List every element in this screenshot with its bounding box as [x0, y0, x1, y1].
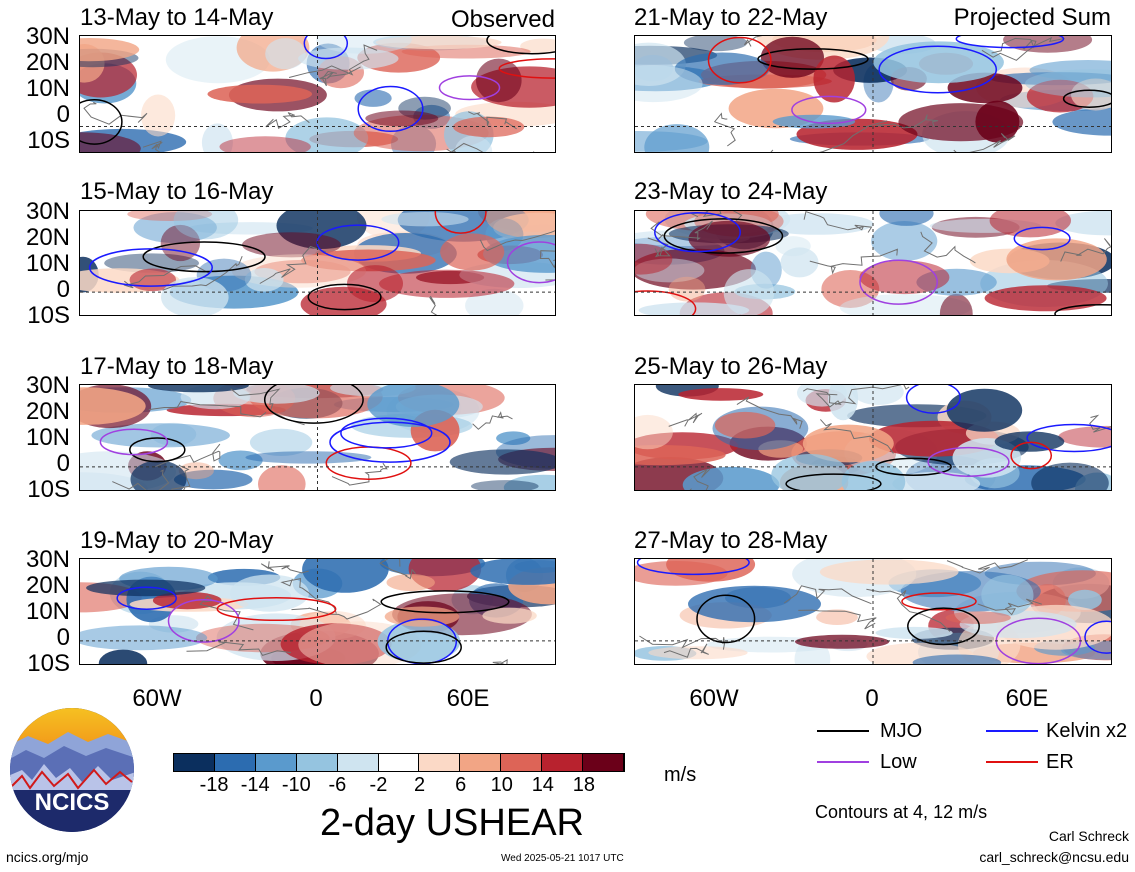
- legend-line-kelvin: [986, 730, 1038, 732]
- lon-label-60w-left: 60W: [132, 685, 182, 712]
- lat-label: 10S: [27, 302, 70, 329]
- panel-title-left-1: 13-May to 14-May: [80, 4, 274, 31]
- lat-label: 0: [56, 624, 70, 651]
- panel-title-right-3: 25-May to 26-May: [634, 353, 828, 380]
- map-field: [635, 211, 1111, 315]
- lat-label: 30N: [25, 198, 70, 225]
- lat-label: 20N: [25, 49, 70, 76]
- panel-title-left-2: 15-May to 16-May: [80, 178, 274, 205]
- footer-author: Carl Schreck: [1048, 828, 1129, 844]
- colorbar-tick-label: 18: [572, 774, 596, 796]
- panel-title-left-4: 19-May to 20-May: [80, 527, 274, 554]
- lat-label: 10S: [27, 650, 70, 677]
- colorbar-tick-label: 10: [490, 774, 513, 796]
- map-panel-right-4: [634, 558, 1112, 665]
- map-field: [80, 36, 555, 152]
- colorbar-swatch: [174, 754, 215, 771]
- lat-label: 0: [56, 450, 70, 477]
- lat-label: 30N: [25, 372, 70, 399]
- footer-email[interactable]: carl_schreck@ncsu.edu: [979, 849, 1129, 865]
- map-panel-left-4: [79, 558, 556, 665]
- legend-label-er: ER: [1046, 751, 1074, 773]
- map-panel-right-1: [634, 35, 1112, 153]
- legend-label-low: Low: [880, 751, 917, 773]
- lat-label: 20N: [25, 572, 70, 599]
- colorbar-swatch: [419, 754, 461, 771]
- legend-label-kelvin: Kelvin x2: [1046, 720, 1128, 742]
- map-panel-left-2: [79, 210, 556, 316]
- lat-label: 10N: [25, 598, 70, 625]
- lat-label: 10S: [27, 127, 70, 154]
- colorbar-tick-label: 14: [531, 774, 554, 796]
- panel-title-right-4: 27-May to 28-May: [634, 527, 828, 554]
- lat-label: 0: [56, 101, 70, 128]
- colorbar-swatch: [214, 754, 256, 771]
- map-field: [80, 385, 555, 490]
- colorbar-swatch: [583, 754, 624, 771]
- colorbar-swatch: [501, 754, 543, 771]
- colorbar-tick-label: -2: [369, 774, 388, 796]
- colorbar-swatch: [337, 754, 379, 771]
- lon-label-0-left: 0: [309, 685, 323, 712]
- lat-label: 10S: [27, 476, 70, 503]
- chart-title: 2-day USHEAR: [320, 802, 584, 844]
- lat-label: 30N: [25, 23, 70, 50]
- map-field: [635, 36, 1111, 152]
- map-panel-right-2: [634, 210, 1112, 316]
- observed-label: Observed: [450, 6, 555, 33]
- colorbar-swatch: [255, 754, 297, 771]
- contours-note: Contours at 4, 12 m/s: [815, 802, 988, 822]
- colorbar-tick-label: -14: [240, 774, 270, 796]
- lon-label-60e-left: 60E: [446, 685, 490, 712]
- map-panel-left-1: [79, 35, 556, 153]
- map-field: [80, 559, 555, 664]
- legend-line-er: [986, 761, 1038, 763]
- colorbar-tick-label: -6: [328, 774, 347, 796]
- colorbar-tick-label: 6: [455, 774, 467, 796]
- colorbar-tick-label: 2: [413, 774, 426, 796]
- lon-label-60w-right: 60W: [689, 685, 739, 712]
- lat-label: 20N: [25, 398, 70, 425]
- lat-label: 10N: [25, 75, 70, 102]
- legend-line-mjo: [817, 730, 869, 732]
- lat-label: 10N: [25, 250, 70, 277]
- ncics-logo: NCICS: [8, 706, 136, 834]
- map-field: [635, 385, 1111, 490]
- lon-label-0-right: 0: [865, 685, 879, 712]
- colorbar-units: m/s: [664, 764, 697, 786]
- legend-label-mjo: MJO: [880, 720, 923, 742]
- lat-label: 10N: [25, 424, 70, 451]
- panel-title-right-2: 23-May to 24-May: [634, 178, 828, 205]
- panel-title-right-1: 21-May to 22-May: [634, 4, 828, 31]
- footer-url[interactable]: ncics.org/mjo: [6, 849, 89, 865]
- lat-label: 20N: [25, 224, 70, 251]
- colorbar-swatch: [296, 754, 338, 771]
- colorbar-tick-label: -10: [281, 774, 311, 796]
- colorbar-swatch: [378, 754, 420, 771]
- panel-title-left-3: 17-May to 18-May: [80, 353, 274, 380]
- lon-label-60e-right: 60E: [1005, 685, 1049, 712]
- colorbar-swatch: [542, 754, 584, 771]
- colorbar-tick-label: -18: [199, 774, 229, 796]
- lat-label: 30N: [25, 546, 70, 573]
- map-field: [80, 211, 555, 315]
- map-field: [635, 559, 1111, 664]
- legend-line-low: [817, 761, 869, 763]
- logo-text: NCICS: [35, 789, 110, 816]
- footer-timestamp: Wed 2025-05-21 1017 UTC: [501, 853, 624, 864]
- lat-label: 0: [56, 276, 70, 303]
- map-panel-left-3: [79, 384, 556, 491]
- colorbar: [173, 753, 625, 772]
- colorbar-swatch: [460, 754, 502, 771]
- projected-sum-label: Projected Sum: [953, 4, 1111, 31]
- map-panel-right-3: [634, 384, 1112, 491]
